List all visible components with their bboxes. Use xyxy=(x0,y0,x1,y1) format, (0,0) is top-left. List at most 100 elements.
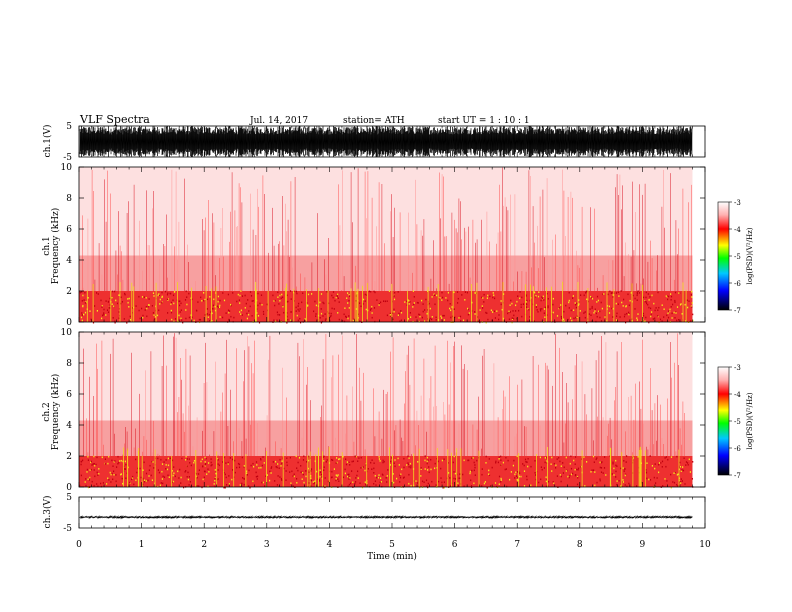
spectrogram-cell xyxy=(188,476,190,478)
spectrogram-cell xyxy=(485,311,487,314)
spectrogram-cell xyxy=(593,469,595,471)
spectrogram-cell xyxy=(120,302,122,305)
spectrogram-cell xyxy=(204,461,206,463)
spectrogram-cell xyxy=(200,460,202,463)
spectrogram-cell xyxy=(252,480,254,483)
spectrogram-cell xyxy=(420,468,422,470)
spectrogram-cell xyxy=(500,477,502,480)
spectrogram-cell xyxy=(356,474,358,477)
spectrogram-cell xyxy=(111,303,113,305)
spectrogram-cell xyxy=(494,297,496,300)
spectrogram-cell xyxy=(481,468,483,470)
spectrogram-cell xyxy=(458,317,460,319)
spectrogram-cell xyxy=(544,461,546,464)
spectrogram-cell xyxy=(297,305,299,307)
spectrogram-cell xyxy=(181,457,183,460)
spectrogram-cell xyxy=(204,464,206,467)
spectrogram-cell xyxy=(308,482,310,484)
spectrogram-cell xyxy=(676,474,678,476)
spectrogram-cell xyxy=(92,463,94,465)
spectrogram-cell xyxy=(458,477,460,480)
spectrogram-cell xyxy=(667,298,669,301)
spectrogram-cell xyxy=(618,295,620,297)
spectrogram-cell xyxy=(391,312,394,314)
spectrogram-cell xyxy=(201,458,203,461)
spectrogram-cell xyxy=(201,486,203,489)
spectrogram-cell xyxy=(205,457,207,460)
spectrogram-cell xyxy=(435,484,437,486)
spectrogram-cell xyxy=(670,473,672,476)
spectrogram-cell xyxy=(488,458,490,460)
spectrogram-cell xyxy=(281,479,283,481)
spectrogram-cell xyxy=(469,472,471,475)
spectrogram-cell xyxy=(648,478,650,481)
spectrogram-cell xyxy=(555,467,557,469)
time-tick-label: 7 xyxy=(514,540,520,550)
spectrogram-cell xyxy=(330,315,332,317)
spectrogram-cell xyxy=(219,316,221,318)
time-tick-label: 2 xyxy=(201,540,207,550)
spectrogram-cell xyxy=(547,485,549,487)
spectrogram-cell xyxy=(295,290,297,293)
spectrogram-cell xyxy=(112,465,114,467)
spectrogram-cell xyxy=(527,320,529,323)
spectrogram-cell xyxy=(637,313,639,315)
spectrogram-cell xyxy=(184,299,187,301)
spectrogram-cell xyxy=(443,486,445,489)
spectrogram-cell xyxy=(590,471,592,473)
spectrogram-cell xyxy=(520,475,522,478)
spectrogram-cell xyxy=(374,291,376,294)
spectrogram-cell xyxy=(599,466,601,469)
spectrogram-cell xyxy=(580,294,582,296)
spectrogram-cell xyxy=(598,310,600,313)
spectrogram-cell xyxy=(153,295,155,297)
spectrogram-cell xyxy=(196,476,198,479)
spectrogram-cell xyxy=(265,475,267,477)
spectrogram-cell xyxy=(527,458,529,460)
spectrogram-cell xyxy=(622,479,624,481)
spectrogram-cell xyxy=(623,470,625,472)
spectrogram-cell xyxy=(364,293,366,296)
spectrogram-cell xyxy=(615,459,617,462)
spectrogram-cell xyxy=(332,291,335,293)
spectrogram-cell xyxy=(515,475,518,477)
spectrogram-cell xyxy=(342,476,345,479)
spectrogram-cell xyxy=(691,290,693,293)
spectrogram-cell xyxy=(100,485,102,488)
spectrogram-cell xyxy=(587,300,589,303)
spectrogram-cell xyxy=(142,477,144,480)
spectrogram-cell xyxy=(195,475,197,478)
spectrogram-cell xyxy=(308,471,310,473)
spectrogram-cell xyxy=(500,459,502,461)
spectrogram-cell xyxy=(323,455,325,458)
spectrogram-cell xyxy=(392,473,394,475)
spectrogram-cell xyxy=(622,481,624,483)
spectrogram-cell xyxy=(143,296,145,298)
spectrogram-cell xyxy=(248,310,250,312)
spectrogram-cell xyxy=(204,470,206,473)
spectrogram-cell xyxy=(568,301,570,304)
spectrogram-cell xyxy=(354,455,356,458)
spectrogram-cell xyxy=(534,460,536,462)
spectrogram-cell xyxy=(545,485,547,488)
spectrogram-cell xyxy=(358,457,360,459)
spectrogram-cell xyxy=(643,320,645,323)
spectrogram-cell xyxy=(669,308,671,311)
spectrogram-cell xyxy=(225,476,227,479)
spectrogram-cell xyxy=(526,299,528,302)
spectrogram-cell xyxy=(118,317,120,319)
spectrogram-cell xyxy=(419,315,421,318)
spectrogram-cell xyxy=(651,311,653,313)
spectrogram-cell xyxy=(204,298,206,301)
spectrogram-cell xyxy=(410,466,412,469)
spectrogram-cell xyxy=(120,473,122,475)
spectrogram-band xyxy=(79,255,693,291)
spectrogram-cell xyxy=(382,459,384,462)
spectrogram-cell xyxy=(451,306,453,308)
spectrogram-cell xyxy=(673,481,676,484)
spectrogram-cell xyxy=(308,459,310,462)
spectrogram-cell xyxy=(228,483,230,485)
spectrogram-cell xyxy=(670,486,672,489)
spectrogram-cell xyxy=(426,462,428,465)
spectrogram-cell xyxy=(394,291,396,294)
